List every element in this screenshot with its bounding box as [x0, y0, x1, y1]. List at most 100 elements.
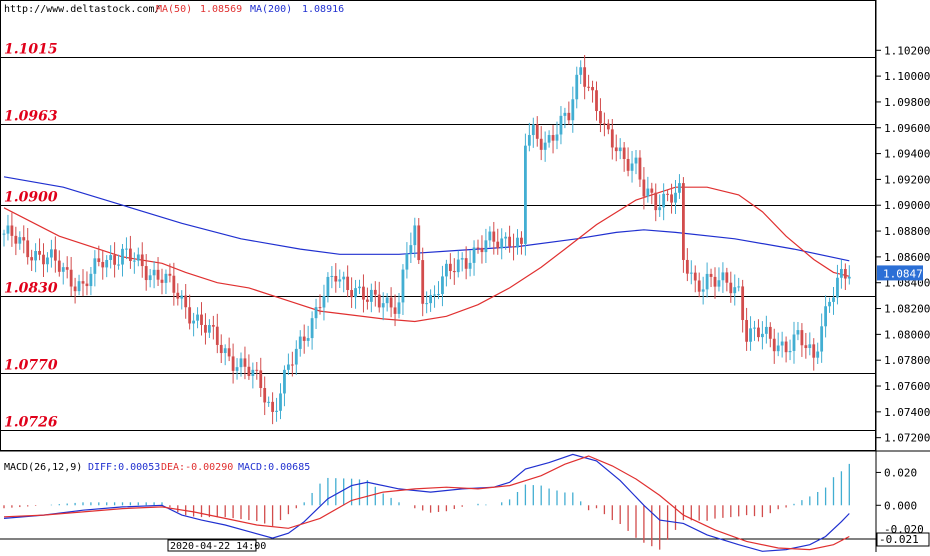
- site-url[interactable]: http://www.deltastock.com/: [4, 4, 161, 15]
- candle: [535, 116, 539, 147]
- candle: [117, 254, 120, 270]
- candle: [211, 315, 215, 340]
- candle: [160, 268, 164, 295]
- candle: [757, 319, 760, 342]
- candle: [768, 322, 772, 348]
- candle: [614, 134, 618, 162]
- candle: [780, 331, 784, 358]
- candle: [22, 225, 26, 254]
- candle: [583, 54, 587, 100]
- candle: [764, 315, 768, 344]
- candle: [405, 242, 409, 279]
- candle: [215, 313, 219, 354]
- candle: [401, 264, 405, 316]
- candle: [480, 235, 484, 264]
- candle: [646, 176, 650, 203]
- candle: [85, 271, 89, 296]
- candle: [243, 346, 247, 380]
- candle: [267, 396, 271, 407]
- candle: [219, 334, 223, 364]
- candle: [685, 248, 689, 282]
- candle: [753, 320, 756, 341]
- candle: [567, 101, 571, 125]
- candle: [231, 343, 235, 384]
- candle: [618, 138, 622, 160]
- level-label-2: 1.0900: [4, 190, 58, 206]
- candle: [318, 294, 322, 315]
- price-tick-label-3: 1.09600: [884, 122, 930, 135]
- candle: [824, 295, 827, 338]
- time-label-box: [167, 539, 257, 552]
- candle: [204, 313, 207, 345]
- candle: [468, 250, 472, 277]
- candle: [38, 238, 41, 261]
- candle: [555, 121, 559, 150]
- candle: [57, 250, 61, 277]
- candle: [796, 321, 800, 341]
- candle: [46, 252, 49, 273]
- candle: [227, 337, 231, 362]
- candle: [516, 229, 519, 255]
- candle: [551, 125, 555, 154]
- candle: [192, 312, 195, 337]
- candle: [630, 150, 634, 183]
- candle: [358, 279, 361, 294]
- candle: [500, 228, 504, 260]
- price-tick-label-12: 1.07800: [884, 354, 930, 367]
- candle: [168, 263, 172, 283]
- candle: [828, 297, 831, 313]
- candle: [678, 174, 681, 199]
- candle: [164, 269, 168, 294]
- candle: [73, 277, 77, 304]
- candle: [377, 281, 381, 313]
- candle: [761, 321, 764, 350]
- candle: [808, 332, 812, 356]
- candle: [531, 117, 535, 148]
- ma50-layer: [3, 186, 850, 323]
- candle: [741, 279, 745, 333]
- candle: [429, 289, 432, 312]
- candle: [456, 250, 460, 278]
- candle: [847, 265, 851, 285]
- price-tick-label-1: 1.10000: [884, 70, 930, 83]
- ma50-legend-value: 1.08569: [200, 4, 242, 15]
- candle: [654, 183, 658, 222]
- current-price-label: 1.08472: [883, 267, 929, 280]
- candle: [843, 263, 847, 291]
- candle: [508, 225, 511, 253]
- candle: [595, 81, 598, 121]
- price-tick-label-0: 1.10200: [884, 44, 930, 57]
- price-tick-label-2: 1.09800: [884, 96, 930, 109]
- candle: [389, 287, 393, 318]
- candle: [682, 177, 685, 273]
- candle: [310, 311, 314, 350]
- candle: [247, 354, 251, 380]
- candle: [559, 106, 563, 145]
- candle: [433, 285, 436, 308]
- candle: [563, 107, 567, 129]
- candle: [275, 397, 278, 422]
- macd-hist-value: MACD:0.00685: [238, 462, 310, 473]
- candle: [397, 292, 401, 319]
- candle: [610, 119, 614, 160]
- candle: [575, 66, 579, 109]
- candle: [472, 240, 476, 276]
- candle: [196, 307, 199, 329]
- candle: [81, 269, 85, 297]
- candle: [713, 267, 717, 299]
- candle: [148, 268, 152, 288]
- candle: [77, 274, 81, 296]
- chart-header: http://www.deltastock.com/ MA(50) 1.0856…: [4, 4, 344, 15]
- candle: [89, 266, 93, 296]
- candle: [342, 271, 346, 293]
- price-tick-label-7: 1.08800: [884, 225, 930, 238]
- candle: [30, 249, 34, 271]
- candle: [105, 255, 109, 278]
- price-tick-label-11: 1.08000: [884, 328, 930, 341]
- candle: [697, 272, 701, 298]
- candle: [464, 246, 468, 280]
- time-label: 2020-04-22 14:00: [170, 541, 266, 552]
- candle: [26, 228, 30, 265]
- price-tick-label-15: 1.07200: [884, 432, 930, 445]
- candle: [255, 361, 259, 380]
